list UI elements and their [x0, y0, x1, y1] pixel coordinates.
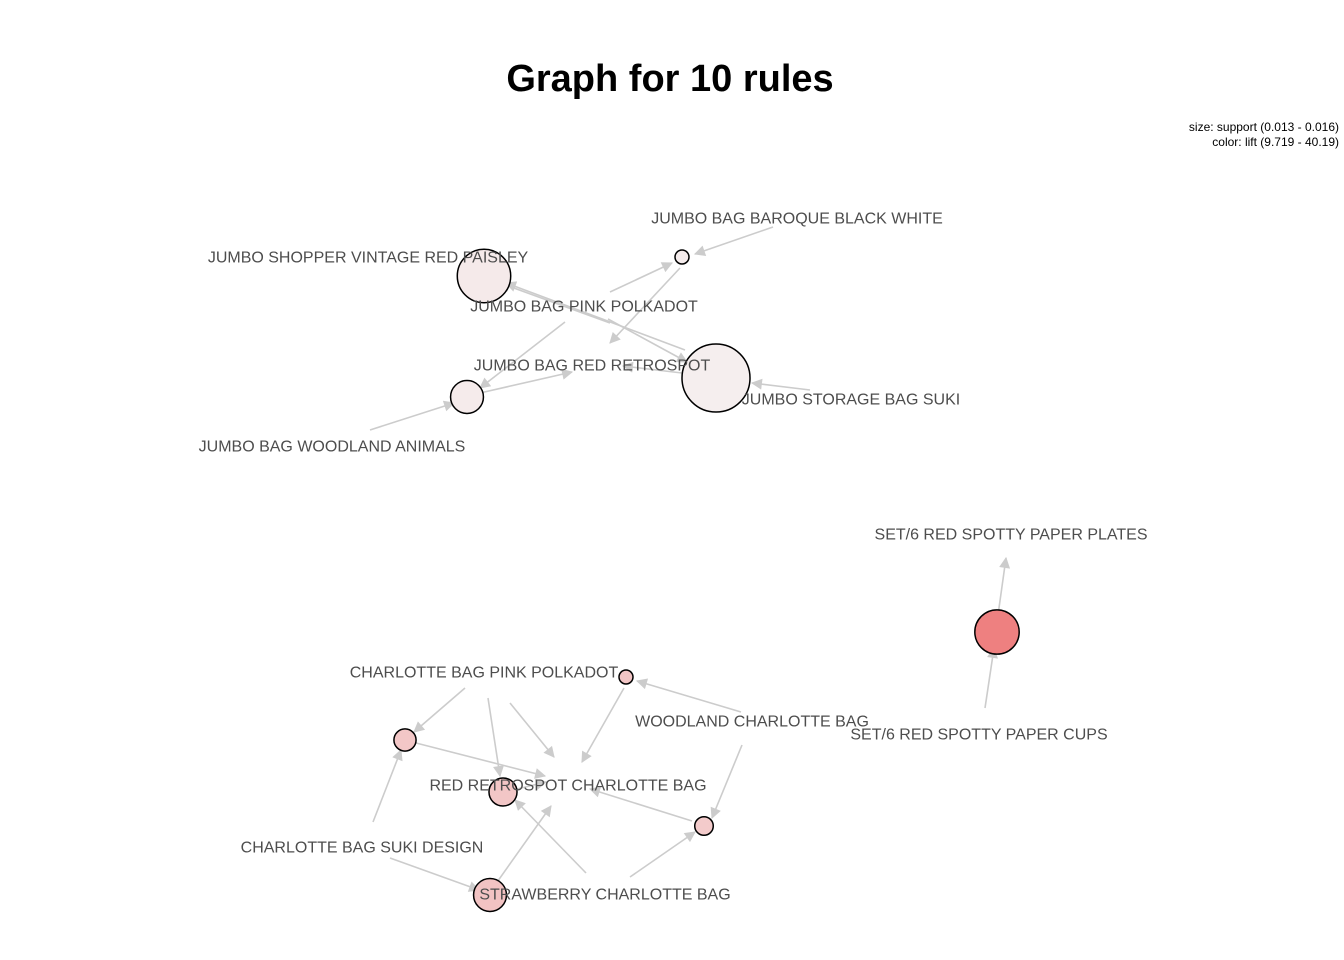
- rule-node-9: [693, 815, 715, 837]
- item-label: JUMBO SHOPPER VINTAGE RED PAISLEY: [208, 250, 529, 267]
- edge-rule-2-lhs-2: [504, 281, 686, 351]
- edge-rule-8-lhs-1: [509, 702, 555, 758]
- graph-title: Graph for 10 rules: [506, 58, 833, 100]
- edge-rule-6-lhs-1: [413, 687, 466, 733]
- edge-rule-9-lhs-1: [710, 744, 743, 820]
- item-label: STRAWBERRY CHARLOTTE BAG: [479, 887, 730, 904]
- edge-rule-6-rhs: [581, 687, 625, 763]
- item-label: JUMBO BAG RED RETROSPOT: [474, 358, 711, 375]
- edge-rule-3-rhs: [479, 368, 574, 394]
- edge-rule-5-lhs-1: [984, 646, 998, 709]
- item-label: SET/6 RED SPOTTY PAPER PLATES: [875, 527, 1148, 544]
- edge-rule-8-rhs: [512, 778, 548, 791]
- edge-rule-1-lhs-2: [609, 262, 673, 293]
- item-label: SET/6 RED SPOTTY PAPER CUPS: [850, 727, 1107, 744]
- item-label: JUMBO BAG BAROQUE BLACK WHITE: [651, 211, 943, 228]
- rule-node-1: [674, 249, 690, 265]
- edge-rule-3-lhs-1: [479, 321, 566, 389]
- item-label: JUMBO STORAGE BAG SUKI: [742, 392, 960, 409]
- rule-node-4: [681, 343, 751, 413]
- item-label: JUMBO BAG PINK POLKADOT: [470, 299, 698, 316]
- item-labels: JUMBO BAG BAROQUE BLACK WHITE JUMBO SHOPP…: [199, 211, 1148, 904]
- edge-rule-10-lhs-2: [494, 805, 552, 886]
- legend: size: support (0.013 - 0.016) color: lif…: [1189, 120, 1339, 149]
- edge-rule-7-lhs-1: [487, 697, 504, 778]
- edge-rule-4-lhs-2: [750, 378, 811, 391]
- legend-size-text: size: support (0.013 - 0.016): [1189, 120, 1339, 134]
- edge-rule-8-lhs-2: [514, 799, 587, 874]
- edge-rule-2-lhs-1: [498, 281, 611, 324]
- item-label: JUMBO BAG WOODLAND ANIMALS: [199, 439, 466, 456]
- rule-node-5: [974, 609, 1020, 655]
- rule-node-6: [618, 669, 634, 685]
- edge-rule-7-lhs-2: [372, 748, 403, 823]
- item-label: CHARLOTTE BAG PINK POLKADOT: [350, 665, 619, 682]
- edge-rule-4-lhs-1: [607, 318, 688, 363]
- rule-nodes: [393, 248, 1020, 913]
- item-label: CHARLOTTE BAG SUKI DESIGN: [241, 840, 484, 857]
- legend-color-text: color: lift (9.719 - 40.19): [1212, 135, 1339, 149]
- edge-rule-3-lhs-2: [369, 400, 456, 431]
- rule-node-3: [449, 379, 485, 415]
- rule-node-7: [393, 728, 417, 752]
- edge-rule-4-rhs: [621, 361, 683, 374]
- edge-rule-9-rhs: [588, 786, 693, 822]
- edge-rule-5-rhs: [997, 556, 1011, 616]
- edge-rule-1-lhs-1: [693, 226, 774, 256]
- rule-node-2: [456, 248, 512, 304]
- edge-rule-9-lhs-2: [629, 831, 696, 878]
- edge-rule-7-rhs: [415, 742, 547, 779]
- edges: [369, 226, 1011, 892]
- edge-rule-10-lhs-1: [389, 857, 481, 892]
- rule-node-10: [472, 877, 508, 913]
- item-label: WOODLAND CHARLOTTE BAG: [635, 714, 869, 731]
- edge-rule-6-lhs-2: [635, 678, 742, 713]
- rule-node-8: [488, 777, 518, 807]
- item-label: RED RETROSPOT CHARLOTTE BAG: [429, 778, 706, 795]
- edge-rule-1-rhs: [609, 267, 681, 344]
